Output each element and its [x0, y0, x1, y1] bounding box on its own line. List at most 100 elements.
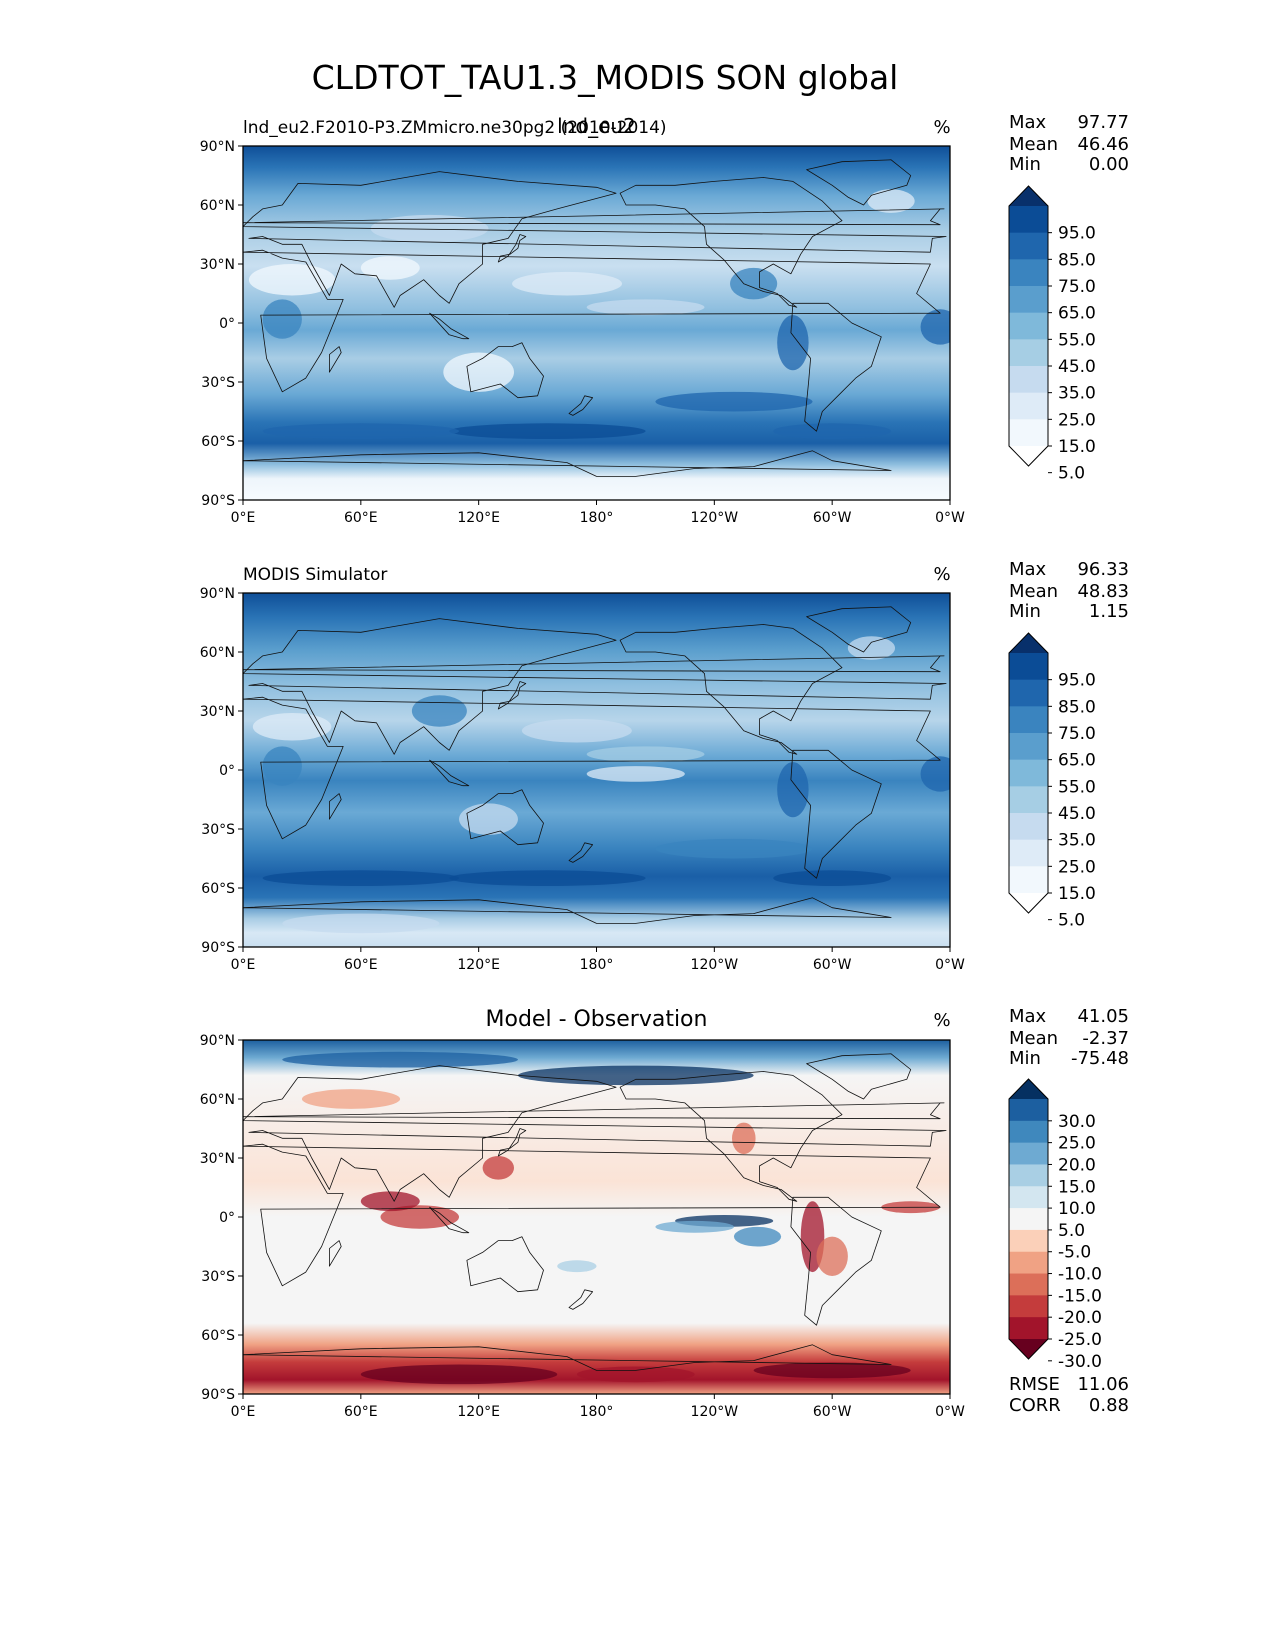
stat-value-corr: 0.88: [1089, 1395, 1129, 1416]
stat-value-mean: 48.83: [1077, 581, 1129, 602]
colorbar-tick-label: 65.0: [1058, 751, 1096, 771]
map-field-patch: [360, 256, 420, 280]
colorbar-tick-label: -5.0: [1058, 1243, 1091, 1263]
x-tick-label: 60°W: [813, 1404, 852, 1420]
coastline: [243, 655, 945, 673]
coastline: [429, 312, 470, 340]
colorbar-block: [1009, 786, 1048, 814]
stat-label-mean: Mean: [1009, 581, 1058, 602]
map-field-patch: [753, 1362, 911, 1379]
y-tick-label: 30°S: [201, 822, 235, 838]
colorbar-tick-label: 30.0: [1058, 1112, 1096, 1132]
coastline: [806, 159, 912, 206]
map-field-patch: [282, 913, 440, 934]
coastline: [806, 606, 912, 653]
stat-label-min: Min: [1009, 1048, 1041, 1069]
colorbar-tick-label: 25.0: [1058, 857, 1096, 877]
stat-label-mean: Mean: [1009, 134, 1058, 155]
colorbar-block: [1009, 1295, 1048, 1318]
map-field-patch: [262, 423, 460, 440]
colorbar-extend-max: [1009, 1079, 1048, 1099]
x-tick-label: 60°E: [344, 957, 378, 973]
figure-title: CLDTOT_TAU1.3_MODIS SON global: [312, 58, 899, 97]
colorbar-block: [1009, 706, 1048, 734]
map-field-patch: [517, 1065, 754, 1086]
coastline: [243, 208, 945, 226]
colorbar-tick-label: -15.0: [1058, 1286, 1102, 1306]
map-field-patch: [262, 746, 302, 786]
colorbar-block: [1009, 366, 1048, 394]
map-field-patch: [301, 1089, 401, 1109]
map-field-patch: [777, 762, 809, 818]
coastline: [497, 681, 527, 710]
y-tick-label: 30°N: [200, 1151, 235, 1167]
colorbar-block: [1009, 1273, 1048, 1296]
x-tick-label: 120°E: [457, 510, 500, 526]
x-tick-label: 0°E: [231, 510, 256, 526]
map-field-patch: [655, 1220, 734, 1233]
map-field-patch: [586, 766, 685, 782]
coastline: [790, 1196, 882, 1326]
y-tick-label: 30°N: [200, 257, 235, 273]
colorbar-tick-label: 45.0: [1058, 804, 1096, 824]
x-tick-label: 120°W: [691, 957, 739, 973]
coastline: [466, 342, 544, 399]
y-tick-label: 0°: [219, 763, 235, 779]
coastline: [497, 1128, 527, 1157]
colorbar-tick-label: 25.0: [1058, 1134, 1096, 1154]
colorbar-block: [1009, 392, 1048, 420]
map-field: [243, 593, 950, 947]
colorbar-tick-label: 75.0: [1058, 724, 1096, 744]
colorbar-tick-label: 5.0: [1058, 464, 1085, 484]
map-field-patch: [370, 214, 489, 243]
x-tick-label: 0°W: [935, 957, 965, 973]
coastline: [619, 1071, 843, 1202]
colorbar-block: [1009, 286, 1048, 314]
stat-value-mean: 46.46: [1077, 134, 1129, 155]
map-field-patch: [482, 1156, 515, 1180]
x-tick-label: 60°W: [813, 510, 852, 526]
colorbar-block: [1009, 759, 1048, 787]
colorbar-tick-label: 15.0: [1058, 437, 1096, 457]
colorbar-tick-label: -30.0: [1058, 1352, 1102, 1372]
y-tick-label: 90°S: [201, 940, 235, 956]
stat-value-max: 96.33: [1077, 559, 1129, 580]
y-tick-label: 30°S: [201, 1269, 235, 1285]
y-tick-label: 30°N: [200, 704, 235, 720]
coastline: [429, 1206, 470, 1234]
map-field-patch: [847, 636, 896, 660]
colorbar-tick-label: 15.0: [1058, 884, 1096, 904]
map-field-patch: [449, 423, 646, 440]
map-field-patch: [732, 1122, 756, 1155]
coastline: [568, 395, 593, 416]
coastline: [497, 234, 527, 263]
colorbar-block: [1009, 339, 1048, 367]
map-field-patch: [586, 746, 705, 763]
coastline: [790, 749, 882, 879]
coastline: [466, 1236, 544, 1293]
colorbar-tick-label: 35.0: [1058, 384, 1096, 404]
colorbar-block: [1009, 1186, 1048, 1209]
x-tick-label: 120°E: [457, 1404, 500, 1420]
map-field-patch: [411, 695, 467, 727]
map-field-patch: [730, 267, 778, 300]
coastline: [243, 1344, 892, 1394]
coastline: [243, 1102, 945, 1120]
colorbar-tick-label: -20.0: [1058, 1308, 1102, 1328]
colorbar-block: [1009, 679, 1048, 707]
map-field-patch: [920, 756, 950, 792]
colorbar-outline: [1008, 632, 1049, 914]
map-field-patch: [521, 718, 632, 743]
colorbar-extend-max: [1009, 186, 1048, 206]
colorbar-block: [1009, 312, 1048, 340]
colorbar-tick-label: 15.0: [1058, 1177, 1096, 1197]
panel-test-model: lnd_eu2.F2010-P3.ZMmicro.ne30pg2 (2010-2…: [200, 112, 1129, 526]
stat-value-min: -75.48: [1071, 1048, 1129, 1069]
colorbar-block: [1009, 419, 1048, 447]
panel-difference: Model - Observation% Max 41.05 Mean -2.37 Min…: [200, 1006, 1129, 1420]
stat-label-min: Min: [1009, 154, 1041, 175]
colorbar-tick-label: 5.0: [1058, 1221, 1085, 1241]
colorbar-block: [1009, 1208, 1048, 1231]
colorbar-outline: [1008, 1078, 1049, 1360]
